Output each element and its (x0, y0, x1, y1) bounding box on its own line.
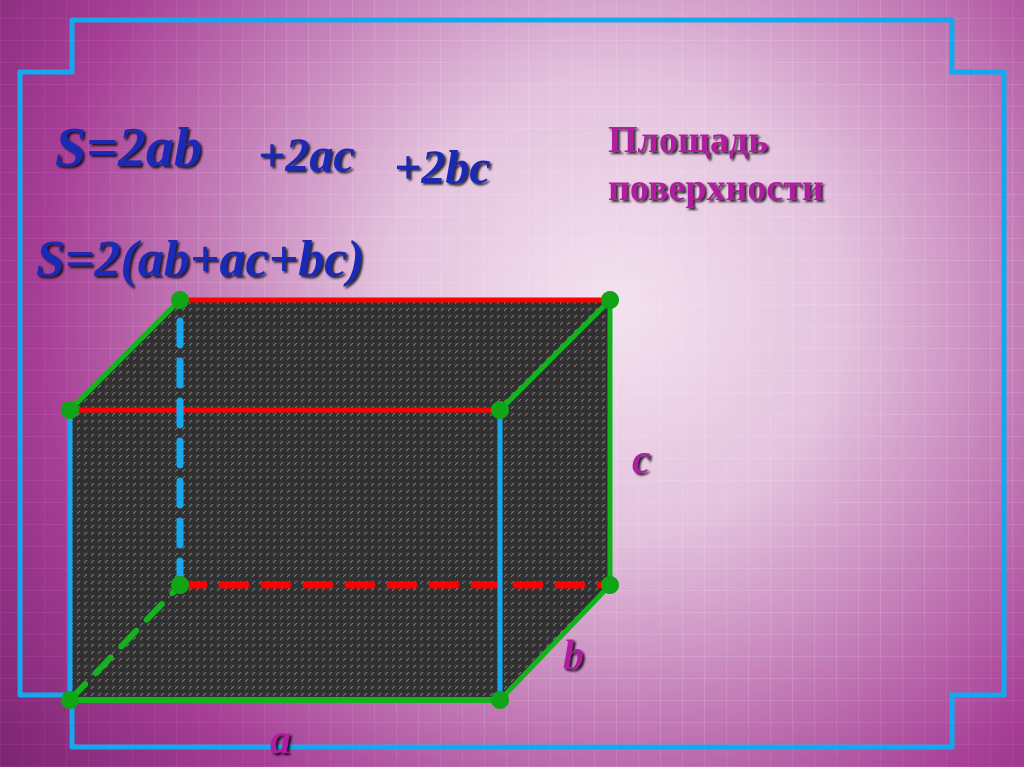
cuboid-face-0 (70, 410, 500, 700)
vertex-front_bottom_left (61, 691, 79, 709)
vertex-front_top_left (61, 401, 79, 419)
cuboid-diagram (0, 0, 1024, 767)
label-c-text: c (632, 437, 651, 483)
label-b-text: b (563, 633, 584, 679)
label-a: a (270, 716, 291, 764)
vertex-back_bottom_right (601, 576, 619, 594)
label-b: b (563, 632, 584, 680)
vertex-front_top_right (491, 401, 509, 419)
vertex-back_bottom_left (171, 576, 189, 594)
slide: S=2ab+2ac+2bc S=2(ab+ac+bc) Площадь пове… (0, 0, 1024, 767)
vertex-back_top_right (601, 291, 619, 309)
label-c: c (632, 436, 651, 484)
vertex-back_top_left (171, 291, 189, 309)
label-a-text: a (270, 717, 291, 763)
vertex-front_bottom_right (491, 691, 509, 709)
